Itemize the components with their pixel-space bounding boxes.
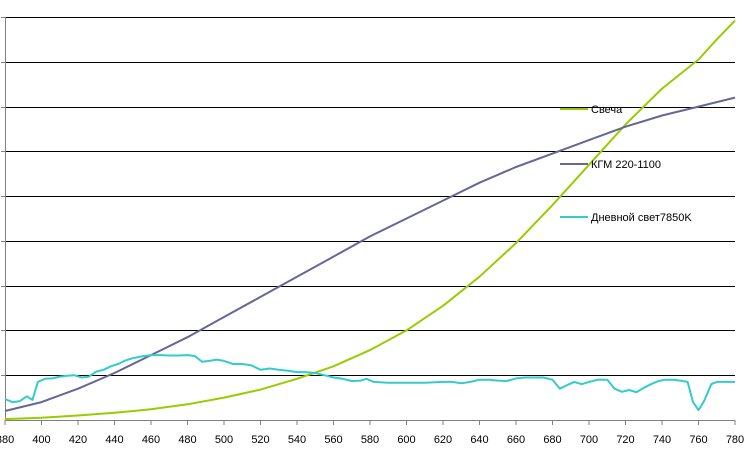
- gridlines: [1, 17, 735, 376]
- x-tick-label: 420: [69, 434, 87, 446]
- x-tick-label: 480: [178, 434, 196, 446]
- series-line-2: [4, 96, 736, 412]
- x-tick-label: 380: [0, 434, 14, 446]
- x-tick-label: 540: [288, 434, 306, 446]
- x-tick-label: 700: [580, 434, 598, 446]
- x-tick-label: 740: [653, 434, 671, 446]
- legend-label: Свеча: [591, 104, 623, 116]
- x-tick-label: 460: [142, 434, 160, 446]
- x-tick-label: 760: [689, 434, 707, 446]
- x-tick-label: 620: [434, 434, 452, 446]
- legend: Свеча КГМ 220-1100 Дневной свет7850K: [560, 104, 692, 224]
- legend-label: КГМ 220-1100: [591, 159, 661, 171]
- x-tick-label: 400: [32, 434, 50, 446]
- x-tick-label: 660: [507, 434, 525, 446]
- x-tick-label: 680: [543, 434, 561, 446]
- x-axis-ticks: 380 400 420 440 460 480 500 520 540 560 580 600 620 6…: [0, 420, 744, 446]
- series-line-3: [4, 354, 735, 412]
- x-tick-label: 640: [470, 434, 488, 446]
- x-tick-label: 580: [361, 434, 379, 446]
- x-tick-label: 520: [251, 434, 269, 446]
- x-tick-label: 780: [726, 434, 744, 446]
- x-tick-label: 560: [324, 434, 342, 446]
- x-tick-label: 500: [215, 434, 233, 446]
- plot-series: [4, 19, 736, 421]
- x-tick-label: 720: [616, 434, 634, 446]
- series-line-1: [4, 19, 736, 421]
- legend-label: Дневной свет7850K: [591, 212, 692, 224]
- x-tick-label: 440: [105, 434, 123, 446]
- x-tick-label: 600: [397, 434, 415, 446]
